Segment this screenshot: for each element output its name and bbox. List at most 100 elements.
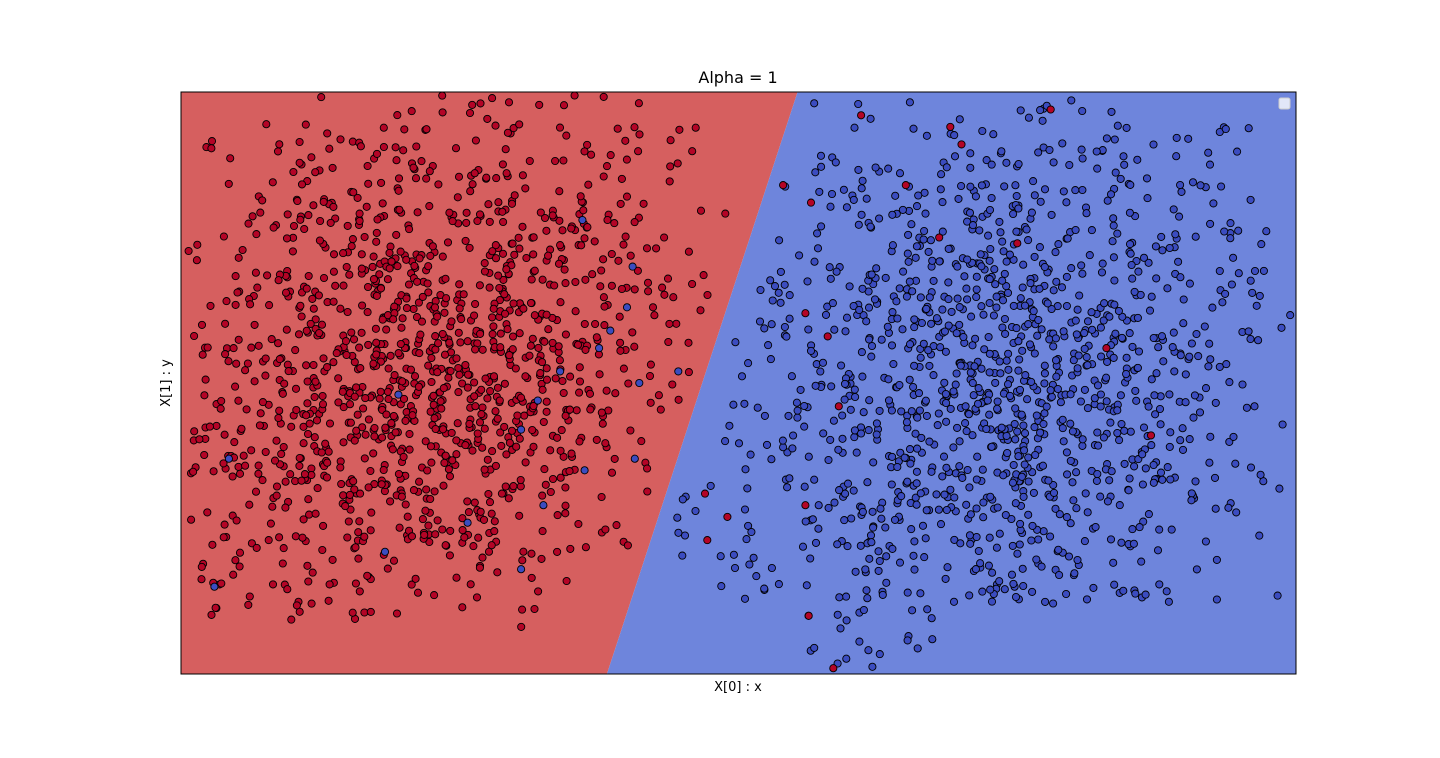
- scatter-point-class-1: [539, 501, 548, 510]
- scatter-point-class-0: [466, 580, 475, 589]
- scatter-point-class-1: [829, 416, 838, 425]
- scatter-point-class-0: [221, 350, 230, 359]
- scatter-point-class-0: [329, 202, 338, 211]
- scatter-point-class-0: [474, 533, 483, 542]
- scatter-point-class-0: [399, 394, 409, 403]
- scatter-point-class-1: [1145, 306, 1155, 315]
- scatter-point-class-0: [700, 489, 710, 498]
- scatter-point-class-1: [737, 372, 747, 381]
- scatter-point-class-1: [842, 203, 851, 212]
- scatter-point-class-1: [1149, 460, 1158, 470]
- scatter-point-class-0: [448, 456, 457, 465]
- scatter-point-class-1: [1139, 253, 1149, 262]
- scatter-point-class-0: [530, 266, 539, 275]
- scatter-point-class-0: [352, 383, 361, 392]
- scatter-point-class-1: [996, 369, 1005, 378]
- scatter-point-class-1: [963, 295, 972, 304]
- scatter-point-class-0: [471, 402, 480, 411]
- scatter-point-class-1: [1024, 510, 1033, 519]
- scatter-point-class-1: [905, 98, 914, 107]
- scatter-point-class-0: [303, 377, 312, 386]
- scatter-point-class-1: [1165, 243, 1174, 253]
- scatter-point-class-0: [554, 342, 563, 351]
- scatter-point-class-0: [411, 174, 421, 183]
- scatter-point-class-0: [441, 541, 450, 550]
- scatter-point-class-1: [888, 452, 897, 461]
- scatter-point-class-0: [426, 251, 435, 260]
- scatter-point-class-1: [1009, 301, 1018, 310]
- scatter-point-class-0: [295, 158, 304, 167]
- scatter-point-class-0: [367, 508, 376, 517]
- scatter-point-class-0: [565, 405, 574, 414]
- scatter-point-class-1: [224, 454, 233, 463]
- scatter-point-class-0: [318, 545, 327, 555]
- scatter-point-class-1: [1042, 402, 1051, 411]
- scatter-point-class-0: [458, 514, 467, 523]
- scatter-point-class-0: [226, 154, 235, 163]
- scatter-point-class-0: [497, 441, 506, 450]
- scatter-point-class-0: [485, 217, 494, 226]
- scatter-point-class-1: [800, 401, 809, 411]
- scatter-point-class-0: [302, 326, 311, 335]
- scatter-point-class-0: [297, 476, 306, 485]
- scatter-point-class-0: [626, 251, 635, 260]
- scatter-point-class-1: [864, 646, 873, 655]
- scatter-point-class-0: [299, 422, 308, 431]
- scatter-point-class-0: [305, 419, 314, 428]
- scatter-point-class-0: [288, 247, 297, 256]
- scatter-point-class-1: [1003, 380, 1013, 389]
- scatter-point-class-0: [399, 146, 408, 155]
- scatter-point-class-1: [1098, 259, 1107, 268]
- scatter-point-class-1: [1149, 140, 1158, 149]
- scatter-point-class-0: [500, 309, 510, 318]
- scatter-point-class-0: [366, 607, 375, 616]
- scatter-point-class-1: [989, 311, 998, 320]
- scatter-point-class-1: [991, 378, 1000, 387]
- scatter-point-class-0: [274, 413, 283, 423]
- scatter-point-class-0: [393, 262, 402, 271]
- scatter-point-class-0: [478, 403, 487, 412]
- scatter-point-class-1: [932, 490, 941, 499]
- scatter-point-class-0: [488, 313, 497, 322]
- scatter-point-class-0: [217, 396, 226, 406]
- scatter-point-class-1: [839, 185, 848, 194]
- scatter-point-class-0: [779, 181, 788, 190]
- scatter-point-class-1: [760, 584, 769, 593]
- scatter-point-class-0: [454, 363, 463, 373]
- scatter-point-class-0: [339, 491, 348, 500]
- scatter-point-class-1: [1256, 470, 1265, 479]
- scatter-point-class-0: [542, 364, 551, 373]
- scatter-point-class-0: [495, 283, 504, 293]
- scatter-point-class-1: [840, 395, 849, 404]
- scatter-point-class-0: [478, 553, 487, 562]
- scatter-point-class-0: [407, 532, 417, 541]
- scatter-point-class-1: [888, 308, 897, 317]
- scatter-point-class-0: [431, 424, 440, 434]
- scatter-point-class-1: [1176, 436, 1185, 445]
- scatter-point-class-0: [206, 301, 215, 310]
- scatter-point-class-1: [628, 262, 637, 271]
- scatter-point-class-1: [838, 411, 847, 420]
- scatter-point-class-0: [607, 281, 616, 290]
- scatter-point-class-0: [404, 280, 414, 289]
- scatter-point-class-1: [1030, 349, 1039, 358]
- scatter-point-class-0: [575, 377, 585, 386]
- scatter-point-class-1: [1254, 336, 1263, 345]
- scatter-point-class-1: [756, 285, 765, 295]
- scatter-point-class-1: [1055, 570, 1064, 580]
- scatter-point-class-0: [275, 533, 284, 542]
- scatter-point-class-1: [1221, 124, 1230, 134]
- scatter-point-class-1: [767, 563, 776, 573]
- scatter-point-class-1: [1032, 555, 1041, 564]
- scatter-point-class-0: [600, 302, 609, 311]
- scatter-point-class-0: [253, 283, 262, 292]
- scatter-point-class-0: [311, 315, 320, 324]
- scatter-point-class-0: [336, 135, 345, 144]
- scatter-point-class-1: [924, 247, 933, 256]
- scatter-point-class-1: [916, 353, 925, 362]
- scatter-point-class-0: [298, 533, 307, 542]
- scatter-point-class-0: [642, 244, 652, 253]
- scatter-point-class-1: [1008, 478, 1017, 487]
- scatter-point-class-0: [554, 259, 564, 268]
- scatter-point-class-1: [830, 498, 839, 507]
